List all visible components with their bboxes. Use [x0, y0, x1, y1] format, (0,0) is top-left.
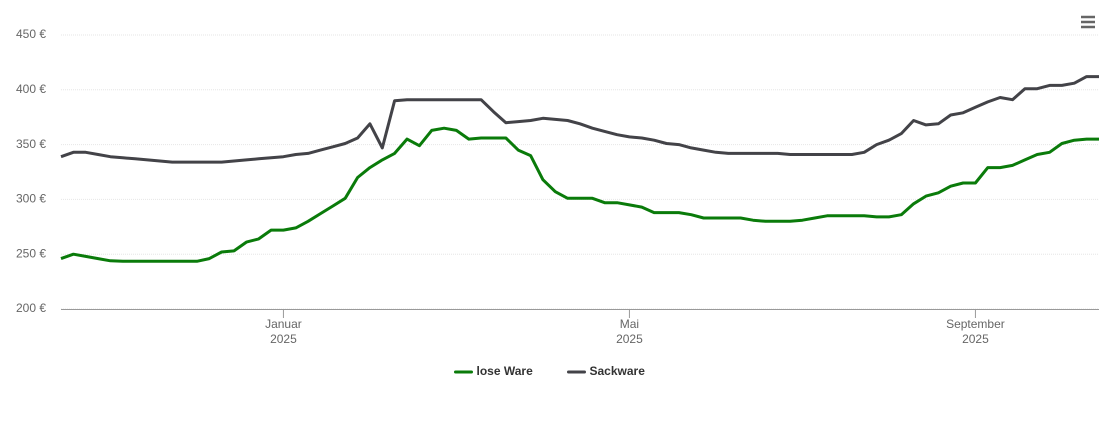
legend-label: Sackware: [590, 364, 646, 378]
legend-label: lose Ware: [477, 364, 534, 378]
x-tick-label: Januar: [265, 317, 302, 331]
y-tick-label: 400 €: [16, 82, 46, 96]
x-tick-label: 2025: [270, 332, 297, 346]
y-tick-label: 350 €: [16, 137, 46, 151]
y-tick-label: 200 €: [16, 301, 46, 315]
x-tick-label: September: [946, 317, 1005, 331]
line-series: [60, 75, 1099, 164]
x-tick-label: Mai: [620, 317, 639, 331]
x-tick-label: 2025: [616, 332, 643, 346]
y-tick-label: 250 €: [16, 246, 46, 260]
x-tick-label: 2025: [962, 332, 989, 346]
line-series: [60, 126, 1099, 263]
y-tick-label: 450 €: [16, 27, 46, 41]
y-tick-label: 300 €: [16, 192, 46, 206]
menu-button[interactable]: [1079, 15, 1097, 31]
